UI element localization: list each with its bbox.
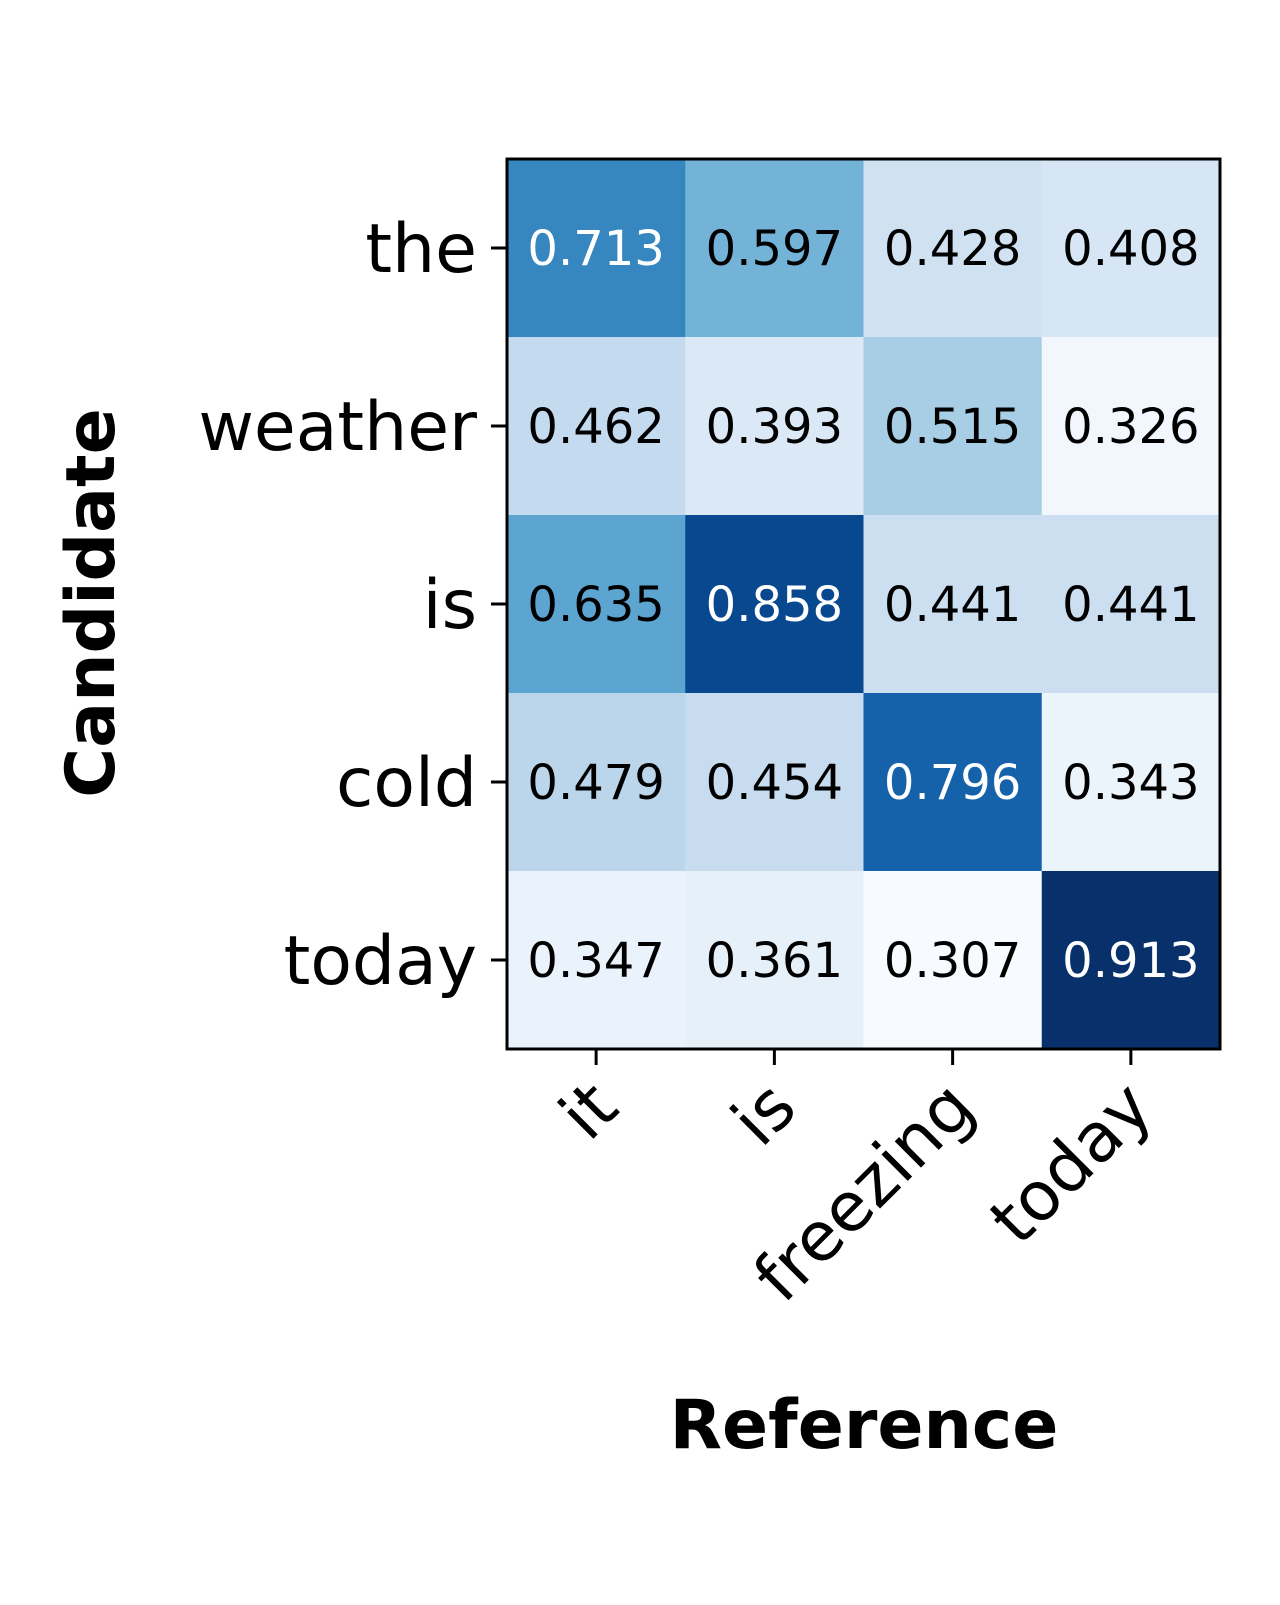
cell-value-label: 0.597	[706, 221, 843, 277]
heatmap-cell	[685, 159, 865, 338]
heatmap-cell	[1041, 693, 1221, 872]
x-tick-label: is	[717, 1067, 811, 1161]
cell-value-label: 0.635	[527, 577, 664, 633]
heatmap-cell	[507, 693, 686, 872]
heatmap-cell	[685, 515, 865, 694]
cell-value-label: 0.343	[1062, 755, 1199, 811]
heatmap-cell	[1041, 871, 1221, 1050]
cell-value-label: 0.441	[1062, 577, 1199, 633]
heatmap-cell	[863, 871, 1043, 1050]
cell-value-label: 0.326	[1062, 399, 1199, 455]
heatmap-cell	[1041, 159, 1221, 338]
y-tick-label: is	[423, 566, 477, 645]
cell-value-labels: 0.713 0.597 0.428 0.408 0.462 0.393 0.515 0.326…	[527, 221, 1199, 989]
cell-value-label: 0.393	[706, 399, 843, 455]
cell-value-label: 0.796	[884, 755, 1021, 811]
heatmap-cell	[685, 337, 865, 516]
heatmap-cell	[685, 693, 865, 872]
cell-value-label: 0.515	[884, 399, 1021, 455]
y-tick-label: the	[365, 210, 477, 289]
cell-value-label: 0.307	[884, 933, 1021, 989]
heatmap-cell	[507, 515, 686, 694]
cell-value-label: 0.858	[706, 577, 843, 633]
heatmap-cell	[863, 337, 1043, 516]
cell-value-label: 0.441	[884, 577, 1021, 633]
cell-value-label: 0.479	[527, 755, 664, 811]
cell-value-label: 0.454	[706, 755, 843, 811]
cell-value-label: 0.347	[527, 933, 664, 989]
heatmap-cell	[507, 337, 686, 516]
y-tick-label: weather	[198, 388, 477, 467]
y-tick-label: today	[284, 922, 477, 1001]
heatmap-cell	[685, 871, 865, 1050]
x-tick-label: it	[545, 1067, 633, 1155]
cell-value-label: 0.913	[1062, 933, 1199, 989]
x-tick-label: today	[975, 1067, 1168, 1260]
cell-value-label: 0.408	[1062, 221, 1199, 277]
x-axis-label: Reference	[670, 1386, 1059, 1465]
y-tick-label: cold	[336, 744, 477, 823]
heatmap-cell	[507, 159, 686, 338]
cell-value-label: 0.428	[884, 221, 1021, 277]
y-axis-label: Candidate	[52, 408, 131, 797]
cell-value-label: 0.361	[706, 933, 843, 989]
heatmap-cell	[1041, 515, 1221, 694]
y-axis-ticks: the weather is cold today	[198, 210, 507, 1001]
cell-value-label: 0.462	[527, 399, 664, 455]
heatmap-cell	[863, 159, 1043, 338]
heatmap-cell	[863, 693, 1043, 872]
heatmap-cell	[507, 871, 686, 1050]
heatmap-cell	[1041, 337, 1221, 516]
cell-value-label: 0.713	[527, 221, 664, 277]
heatmap-cell	[863, 515, 1043, 694]
heatmap-cells	[507, 159, 1221, 1050]
